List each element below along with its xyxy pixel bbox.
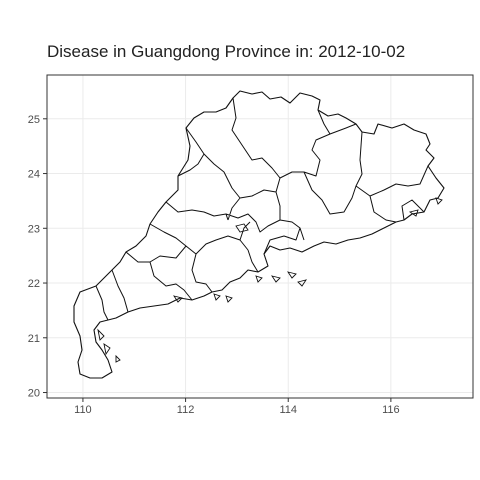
y-tick-label: 24 (28, 169, 40, 181)
y-tick-label: 21 (28, 333, 40, 345)
x-tick-label: 112 (177, 404, 195, 416)
x-tick-label: 114 (279, 404, 297, 416)
prefecture-boundaries (95, 97, 429, 321)
coastal-islands (97, 197, 443, 363)
plot-frame (46, 74, 474, 399)
y-tick-label: 23 (28, 223, 40, 235)
y-tick-label: 20 (28, 388, 40, 400)
grid-lines (47, 75, 473, 398)
y-tick-label: 22 (28, 278, 40, 290)
province-outline (73, 90, 445, 379)
province-map (73, 90, 445, 379)
x-tick-label: 110 (74, 404, 92, 416)
y-axis: 20 21 22 23 24 25 (28, 114, 47, 400)
x-tick-label: 116 (382, 404, 400, 416)
x-axis: 110 112 114 116 (74, 398, 400, 416)
chart-title: Disease in Guangdong Province in: 2012-1… (47, 42, 406, 61)
y-tick-label: 25 (28, 114, 40, 126)
axes: 110 112 114 116 20 21 22 23 24 25 (28, 114, 400, 416)
